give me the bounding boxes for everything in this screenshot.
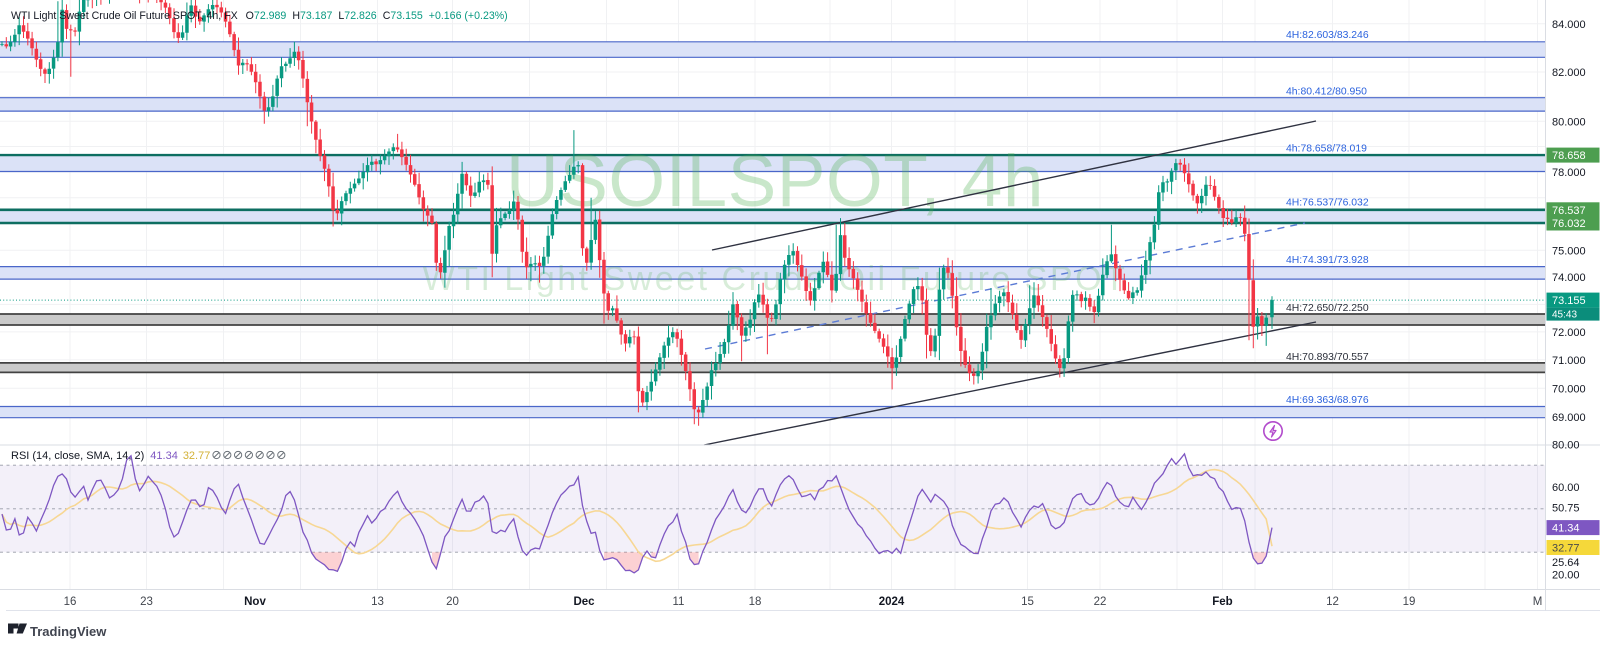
svg-text:20.00: 20.00 <box>1552 569 1580 581</box>
svg-text:4h:80.412/80.950: 4h:80.412/80.950 <box>1286 87 1367 98</box>
svg-text:82.000: 82.000 <box>1552 67 1586 79</box>
svg-text:71.000: 71.000 <box>1552 355 1586 367</box>
svg-text:72.000: 72.000 <box>1552 327 1586 339</box>
svg-text:4H:74.391/73.928: 4H:74.391/73.928 <box>1286 255 1369 266</box>
svg-text:4H:76.537/76.032: 4H:76.537/76.032 <box>1286 198 1369 209</box>
svg-text:4H:69.363/68.976: 4H:69.363/68.976 <box>1286 395 1369 406</box>
svg-text:25.64: 25.64 <box>1552 557 1580 569</box>
svg-text:WTI Light Sweet Crude Oil Futu: WTI Light Sweet Crude Oil Future SPOT, 4… <box>11 10 508 22</box>
svg-text:19: 19 <box>1403 596 1416 608</box>
svg-text:4H:72.650/72.250: 4H:72.650/72.250 <box>1286 303 1369 314</box>
svg-text:12: 12 <box>1326 596 1339 608</box>
svg-text:84.000: 84.000 <box>1552 19 1586 31</box>
svg-text:18: 18 <box>749 596 762 608</box>
svg-text:13: 13 <box>371 596 384 608</box>
svg-text:RSI (14, close, SMA, 14, 2)41.: RSI (14, close, SMA, 14, 2) 41.34 32.77 <box>11 450 210 462</box>
svg-text:50.75: 50.75 <box>1552 502 1580 514</box>
svg-text:TradingView: TradingView <box>30 624 107 639</box>
svg-text:4H:70.893/70.557: 4H:70.893/70.557 <box>1286 352 1369 363</box>
svg-text:60.00: 60.00 <box>1552 482 1580 494</box>
svg-text:4H:82.603/83.246: 4H:82.603/83.246 <box>1286 30 1369 41</box>
svg-text:Dec: Dec <box>573 596 595 608</box>
svg-text:22: 22 <box>1094 596 1107 608</box>
svg-text:76.537: 76.537 <box>1552 205 1586 217</box>
svg-text:11: 11 <box>673 596 685 608</box>
svg-text:M: M <box>1533 596 1543 608</box>
svg-text:23: 23 <box>140 596 153 608</box>
svg-text:32.77: 32.77 <box>1552 543 1580 555</box>
svg-text:20: 20 <box>446 596 459 608</box>
svg-text:75.000: 75.000 <box>1552 245 1586 257</box>
svg-text:4h:78.658/78.019: 4h:78.658/78.019 <box>1286 144 1367 155</box>
svg-text:15: 15 <box>1021 596 1034 608</box>
svg-text:69.000: 69.000 <box>1552 412 1586 424</box>
svg-text:76.032: 76.032 <box>1552 218 1586 230</box>
svg-text:70.000: 70.000 <box>1552 383 1586 395</box>
svg-text:74.000: 74.000 <box>1552 272 1586 284</box>
svg-text:78.658: 78.658 <box>1552 150 1586 162</box>
svg-text:USOILSPOT, 4h: USOILSPOT, 4h <box>506 141 1044 222</box>
svg-text:2024: 2024 <box>879 596 905 608</box>
svg-text:41.34: 41.34 <box>1552 523 1580 535</box>
svg-text:16: 16 <box>64 596 77 608</box>
svg-text:78.000: 78.000 <box>1552 167 1586 179</box>
svg-text:Feb: Feb <box>1212 596 1232 608</box>
svg-text:80.000: 80.000 <box>1552 116 1586 128</box>
svg-text:73.155: 73.155 <box>1552 295 1586 307</box>
svg-text:Nov: Nov <box>244 596 266 608</box>
svg-text:45:43: 45:43 <box>1552 310 1577 321</box>
svg-text:80.00: 80.00 <box>1552 440 1580 452</box>
